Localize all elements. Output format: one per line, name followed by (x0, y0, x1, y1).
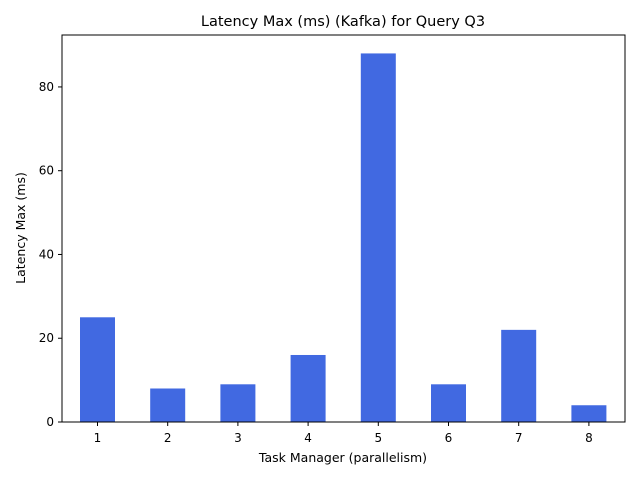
x-tick-label: 5 (374, 431, 382, 445)
y-tick-label: 20 (39, 331, 54, 345)
x-tick-label: 2 (164, 431, 172, 445)
chart-title: Latency Max (ms) (Kafka) for Query Q3 (201, 14, 485, 30)
bar-1 (80, 317, 115, 422)
x-tick-label: 8 (585, 431, 593, 445)
x-tick-label: 3 (234, 431, 242, 445)
y-tick-label: 40 (39, 247, 54, 261)
plot-frame (61, 34, 626, 423)
x-axis-ticks: 1 2 3 4 5 6 7 8 (94, 422, 593, 445)
bar-4 (290, 354, 326, 422)
y-tick-label: 80 (39, 80, 54, 94)
bar-7 (501, 329, 537, 422)
x-tick-label: 4 (304, 431, 312, 445)
y-tick-label: 0 (46, 415, 54, 429)
bar-3 (220, 384, 256, 422)
y-tick-label: 60 (39, 164, 54, 178)
bar-6 (431, 384, 466, 422)
x-axis-label: Task Manager (parallelism) (258, 450, 427, 465)
y-axis-ticks: 0 20 40 60 80 (39, 80, 62, 429)
bars-group (80, 53, 607, 423)
bar-5 (360, 53, 396, 423)
y-axis-label: Latency Max (ms) (13, 172, 28, 284)
x-tick-label: 6 (445, 431, 453, 445)
bar-2 (150, 388, 186, 422)
x-tick-label: 1 (94, 431, 102, 445)
bar-8 (571, 405, 607, 422)
x-tick-label: 7 (515, 431, 523, 445)
